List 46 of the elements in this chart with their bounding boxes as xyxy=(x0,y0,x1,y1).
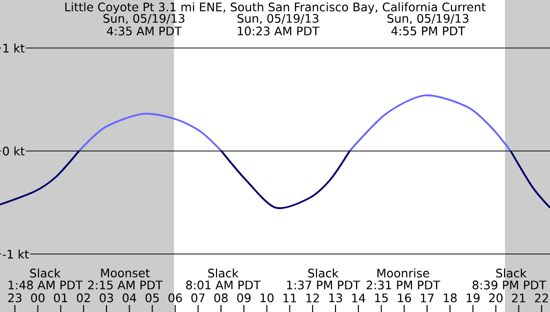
y-tick-label: -1 kt xyxy=(2,250,29,258)
x-tick-label: 05 xyxy=(146,293,159,302)
y-tick-label: 0 kt xyxy=(2,146,25,156)
x-tick-label: 22 xyxy=(534,294,548,302)
text: Moonset xyxy=(101,268,150,278)
text: Slack xyxy=(208,268,239,278)
text: 2:31 PM PDT xyxy=(366,280,440,290)
x-tick-label: 17 xyxy=(420,294,434,302)
x-tick-label: 07 xyxy=(191,293,205,302)
x-tick-label: 21 xyxy=(512,294,526,302)
x-tick-label: 11 xyxy=(284,294,296,302)
text: 10:23 AM PDT xyxy=(238,26,320,36)
text: 4:55 PM PDT xyxy=(391,26,466,36)
text: 8:01 AM PDT xyxy=(186,280,261,290)
text: 1:48 AM PDT xyxy=(8,280,83,290)
x-tick-label: 23 xyxy=(8,293,22,302)
x-tick-label: 16 xyxy=(398,293,411,302)
x-tick-label: 18 xyxy=(444,293,457,302)
text: Sun, 05/19/13 xyxy=(103,14,184,24)
x-tick-label: 20 xyxy=(489,293,503,302)
text: Sun, 05/19/13 xyxy=(387,14,468,24)
x-tick-label: 00 xyxy=(31,293,44,302)
x-tick-label: 10 xyxy=(260,293,274,302)
x-tick-label: 04 xyxy=(122,293,136,302)
x-tick-label: 15 xyxy=(375,294,388,302)
text: 2:15 AM PDT xyxy=(88,280,163,290)
y-tick-label: 1 kt xyxy=(3,44,25,52)
x-tick-label: 06 xyxy=(168,293,182,302)
chart-title: Little Coyote Pt 3.1 mi ENE, South San Francisco Bay, California Current xyxy=(65,2,486,14)
x-tick-label: 13 xyxy=(329,293,342,302)
text: 8:39 PM PDT xyxy=(472,280,546,290)
text: Moonrise xyxy=(377,268,430,278)
x-tick-label: 09 xyxy=(237,293,251,302)
x-tick-label: 03 xyxy=(100,293,114,302)
x-tick-label: 02 xyxy=(76,293,90,302)
x-tick-label: 19 xyxy=(466,293,480,302)
x-tick-label: 08 xyxy=(214,293,228,302)
x-tick-label: 14 xyxy=(352,294,366,302)
text: 1:37 PM PDT xyxy=(287,280,360,290)
text: Slack xyxy=(30,268,61,278)
x-tick-label: 12 xyxy=(306,294,319,302)
text: 4:35 AM PDT xyxy=(106,26,182,36)
x-tick-label: 01 xyxy=(54,293,68,302)
text: Sun, 05/19/13 xyxy=(237,14,318,24)
text: Slack xyxy=(308,268,339,278)
text: Slack xyxy=(496,268,527,278)
